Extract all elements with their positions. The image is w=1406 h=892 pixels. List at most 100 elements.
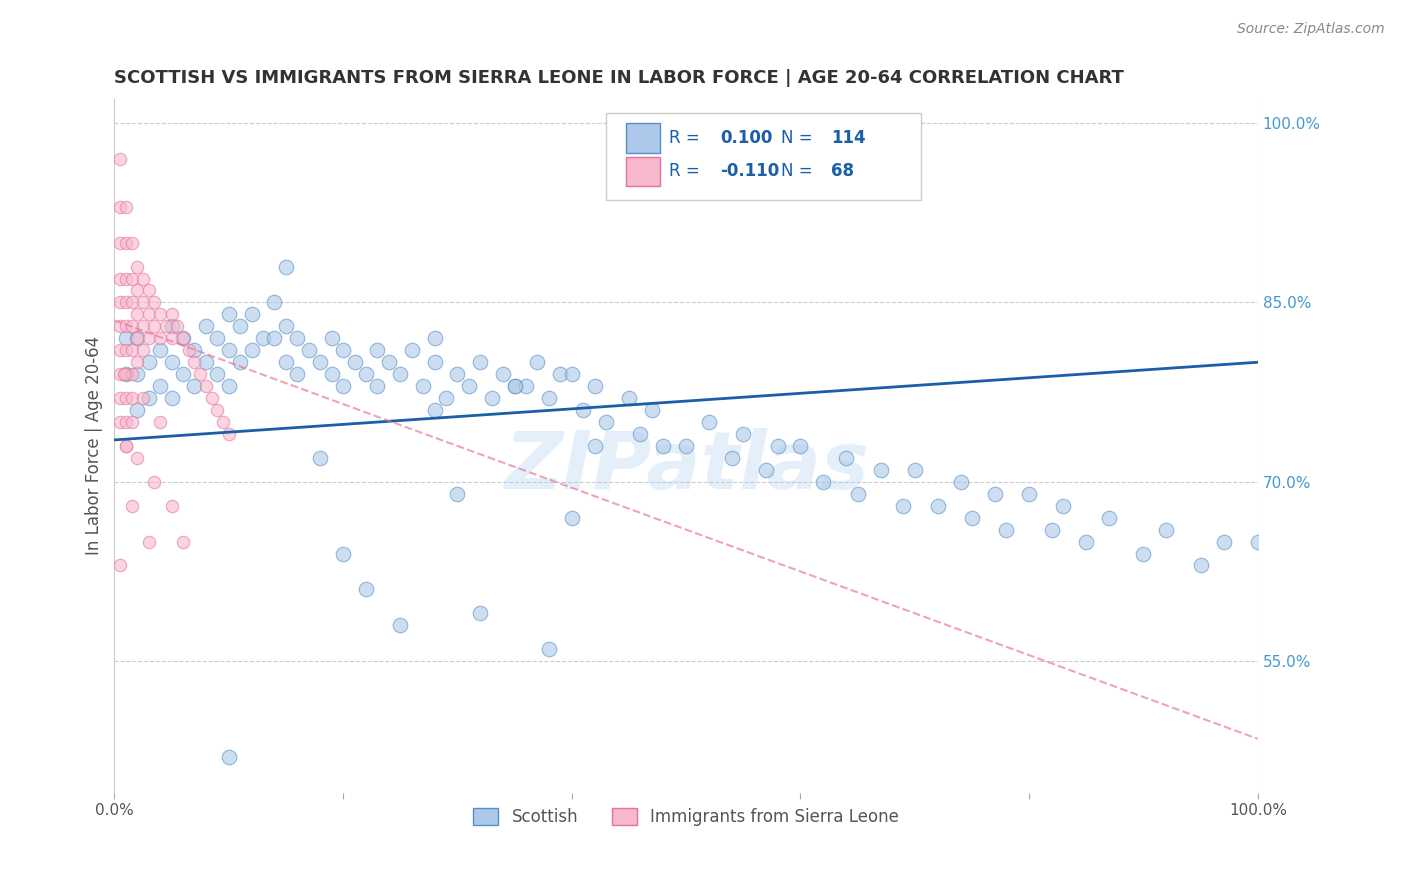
Point [446,487,468,501]
Point [115,367,138,381]
Point [160,391,183,405]
Point [652,439,675,453]
Point [343,355,366,369]
Point [1247,534,1270,549]
Point [108,152,131,166]
Point [1018,487,1040,501]
Point [108,367,131,381]
Point [138,284,160,298]
Point [389,367,412,381]
Point [537,391,560,405]
Point [503,379,526,393]
Point [846,487,869,501]
Point [366,379,388,393]
Point [108,235,131,250]
Point [127,355,149,369]
Point [132,295,155,310]
Point [274,319,297,334]
Point [309,450,332,465]
Point [835,450,858,465]
Point [132,343,155,358]
Point [1212,534,1234,549]
Point [641,403,664,417]
Point [172,331,194,345]
Point [526,355,548,369]
Point [550,367,572,381]
Point [127,331,149,345]
Point [160,319,183,334]
Text: R =: R = [669,129,704,147]
Point [332,379,354,393]
Point [869,463,891,477]
Point [108,343,131,358]
Point [115,439,138,453]
Point [423,355,446,369]
Point [412,379,434,393]
Point [166,319,188,334]
Point [127,307,149,321]
Point [423,331,446,345]
Point [194,355,217,369]
Point [149,415,172,429]
Point [132,319,155,334]
Point [813,475,835,489]
Point [481,391,503,405]
Point [766,439,789,453]
Point [115,319,138,334]
Bar [626,123,659,153]
Point [115,271,138,285]
Point [595,415,617,429]
Point [121,391,143,405]
Text: N =: N = [780,162,818,180]
Point [172,534,194,549]
Point [218,307,240,321]
Point [108,200,131,214]
Point [127,367,149,381]
Point [583,439,606,453]
Text: ZIPatlas: ZIPatlas [503,428,869,506]
Point [138,355,160,369]
Point [366,343,388,358]
Point [183,355,205,369]
Point [121,235,143,250]
Point [149,331,172,345]
Legend: Scottish, Immigrants from Sierra Leone: Scottish, Immigrants from Sierra Leone [467,801,905,833]
Point [149,307,172,321]
Point [434,391,457,405]
Point [115,415,138,429]
Point [1098,510,1121,524]
Point [143,319,166,334]
Point [108,295,131,310]
Point [127,331,149,345]
Point [628,427,651,442]
Point [143,475,166,489]
Point [721,450,744,465]
Point [537,642,560,657]
Point [115,343,138,358]
Point [263,331,285,345]
Point [200,391,222,405]
Point [755,463,778,477]
Text: Source: ZipAtlas.com: Source: ZipAtlas.com [1237,22,1385,37]
Point [263,295,285,310]
Bar [626,157,659,186]
Point [893,499,915,513]
Point [188,367,211,381]
Point [194,319,217,334]
Point [160,307,183,321]
Point [108,415,131,429]
Point [401,343,423,358]
Point [183,343,205,358]
Point [583,379,606,393]
Y-axis label: In Labor Force | Age 20-64: In Labor Force | Age 20-64 [86,336,103,556]
Point [127,403,149,417]
Point [132,271,155,285]
Point [229,355,252,369]
Point [115,331,138,345]
Point [503,379,526,393]
Point [138,391,160,405]
Point [121,499,143,513]
Point [240,343,263,358]
Point [121,295,143,310]
Point [138,331,160,345]
